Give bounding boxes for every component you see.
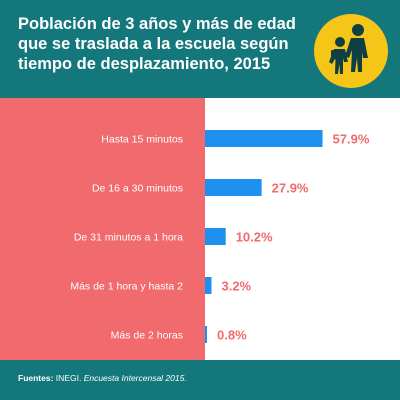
bar — [205, 130, 323, 147]
header: Población de 3 años y más de edad que se… — [0, 0, 400, 98]
bar — [205, 277, 212, 294]
title-line-3: tiempo de desplazamiento, 2015 — [18, 55, 271, 73]
value-label: 27.9% — [272, 181, 309, 196]
title-line-1: Población de 3 años y más de edad — [18, 15, 296, 33]
value-label: 3.2% — [221, 279, 251, 294]
source-note: Fuentes: INEGI. Encuesta Intercensal 201… — [18, 373, 187, 383]
bar-chart: Hasta 15 minutos 57.9% De 16 a 30 minutos 2… — [0, 98, 400, 360]
bar — [205, 326, 207, 343]
title-line-2: que se traslada a la escuela según — [18, 35, 289, 53]
value-label: 57.9% — [333, 132, 370, 147]
category-label: De 31 minutos a 1 hora — [74, 232, 183, 244]
category-label: De 16 a 30 minutos — [92, 183, 183, 195]
bar — [205, 179, 262, 196]
value-label: 10.2% — [236, 230, 273, 245]
value-label: 0.8% — [217, 328, 247, 343]
children-walking-to-school-icon — [314, 14, 388, 88]
source-org: INEGI. — [55, 373, 82, 383]
footer: Fuentes: INEGI. Encuesta Intercensal 201… — [0, 360, 400, 400]
category-label-panel — [0, 98, 205, 360]
category-label: Más de 1 hora y hasta 2 — [70, 281, 183, 293]
category-label: Más de 2 horas — [111, 330, 183, 342]
source-label: Fuentes: — [18, 373, 54, 383]
source-title: Encuesta Intercensal 2015. — [83, 373, 187, 383]
bar-chart-svg: Hasta 15 minutos 57.9% De 16 a 30 minutos 2… — [0, 98, 370, 360]
bar — [205, 228, 226, 245]
category-label: Hasta 15 minutos — [101, 134, 183, 146]
chart-title: Población de 3 años y más de edad que se… — [18, 14, 308, 74]
